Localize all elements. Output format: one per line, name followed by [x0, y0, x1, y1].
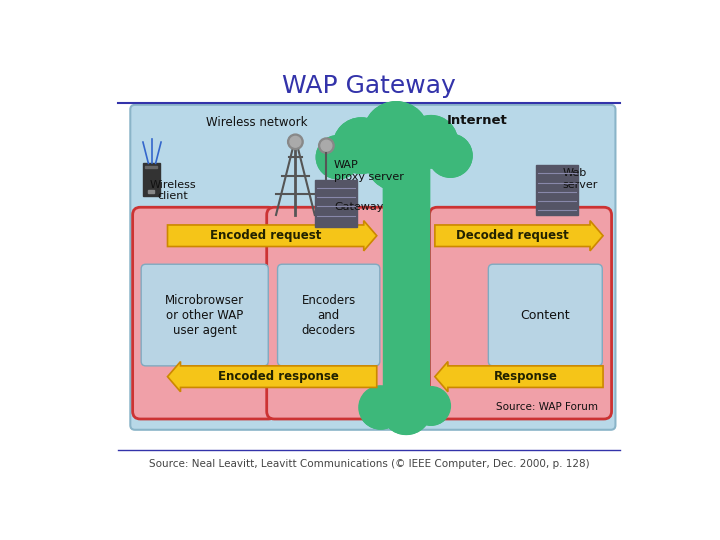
Circle shape — [321, 140, 332, 151]
FancyBboxPatch shape — [141, 264, 269, 366]
Text: Web
server: Web server — [563, 168, 598, 190]
Circle shape — [333, 118, 389, 173]
Text: Microbrowser
or other WAP
user agent: Microbrowser or other WAP user agent — [165, 294, 244, 336]
Circle shape — [364, 102, 428, 166]
Text: Content: Content — [520, 308, 570, 321]
Circle shape — [412, 387, 451, 425]
Circle shape — [359, 386, 402, 429]
Text: Source: WAP Forum: Source: WAP Forum — [495, 402, 598, 413]
Circle shape — [333, 118, 389, 173]
Bar — [315, 180, 357, 226]
Circle shape — [364, 102, 428, 166]
Circle shape — [316, 136, 360, 179]
Text: WAP
proxy server: WAP proxy server — [334, 160, 404, 182]
Circle shape — [359, 386, 402, 429]
Circle shape — [412, 387, 451, 425]
FancyBboxPatch shape — [277, 264, 380, 366]
Bar — [143, 164, 160, 195]
Polygon shape — [435, 362, 603, 392]
FancyBboxPatch shape — [130, 105, 616, 430]
FancyBboxPatch shape — [488, 264, 602, 366]
Bar — [383, 150, 429, 411]
Circle shape — [366, 132, 426, 190]
FancyBboxPatch shape — [132, 207, 276, 419]
Text: Response: Response — [493, 370, 557, 383]
Circle shape — [319, 138, 334, 153]
Circle shape — [287, 134, 303, 150]
Circle shape — [428, 134, 472, 177]
Polygon shape — [168, 362, 377, 392]
Text: Encoders
and
decoders: Encoders and decoders — [302, 294, 356, 336]
Polygon shape — [435, 221, 603, 251]
Text: Wireless
client: Wireless client — [150, 179, 197, 201]
Circle shape — [366, 132, 426, 190]
Circle shape — [382, 385, 431, 434]
Text: Wireless network: Wireless network — [206, 116, 307, 129]
FancyBboxPatch shape — [266, 207, 429, 419]
Text: Internet: Internet — [447, 114, 508, 127]
Circle shape — [316, 136, 360, 179]
Text: Decoded request: Decoded request — [456, 230, 569, 242]
Bar — [383, 150, 429, 411]
Text: Source: Neal Leavitt, Leavitt Communications (© IEEE Computer, Dec. 2000, p. 128: Source: Neal Leavitt, Leavitt Communicat… — [149, 458, 589, 469]
Bar — [148, 190, 154, 193]
Circle shape — [382, 385, 431, 434]
Bar — [145, 166, 158, 168]
Text: Encoded response: Encoded response — [218, 370, 339, 383]
Polygon shape — [168, 221, 377, 251]
Circle shape — [428, 134, 472, 177]
Text: Encoded request: Encoded request — [210, 230, 321, 242]
Text: Gateway: Gateway — [334, 202, 384, 212]
Circle shape — [290, 137, 301, 147]
Bar — [536, 165, 578, 215]
Circle shape — [405, 116, 457, 168]
Circle shape — [405, 116, 457, 168]
Text: WAP Gateway: WAP Gateway — [282, 75, 456, 98]
FancyBboxPatch shape — [429, 207, 611, 419]
